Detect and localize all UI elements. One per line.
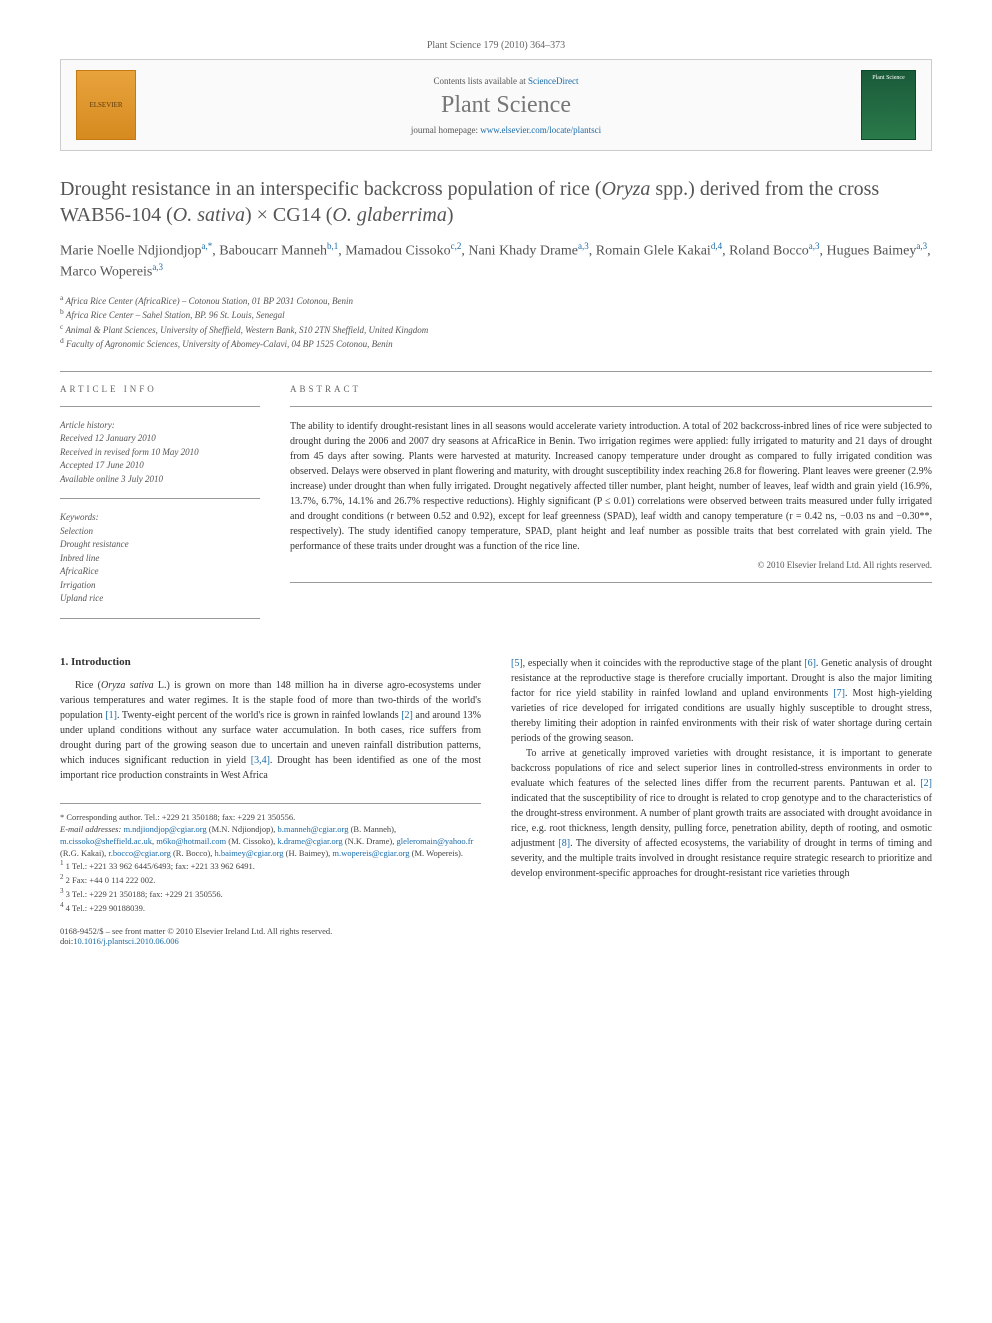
abstract-text: The ability to identify drought-resistan… <box>290 419 932 554</box>
contents-line: Contents lists available at ScienceDirec… <box>151 76 861 86</box>
divider <box>60 498 260 499</box>
history-label: Article history: <box>60 419 260 433</box>
author-list: Marie Noelle Ndjiondjopa,*, Baboucarr Ma… <box>60 240 932 283</box>
footer-note: 4 4 Tel.: +229 90188039. <box>60 901 481 915</box>
front-matter-line: 0168-9452/$ – see front matter © 2010 El… <box>60 926 481 936</box>
article-info-label: ARTICLE INFO <box>60 384 260 394</box>
divider <box>60 406 260 407</box>
keywords: Keywords: Selection Drought resistance I… <box>60 511 260 606</box>
footer-note: 2 2 Fax: +44 0 114 222 002. <box>60 873 481 887</box>
elsevier-logo: ELSEVIER <box>76 70 136 140</box>
divider <box>290 406 932 407</box>
body-col-right: [5], especially when it coincides with t… <box>511 656 932 946</box>
journal-name: Plant Science <box>151 92 861 119</box>
body-paragraph: Rice (Oryza sativa L.) is grown on more … <box>60 678 481 783</box>
doi-link[interactable]: 10.1016/j.plantsci.2010.06.006 <box>73 936 179 946</box>
affiliation: d Faculty of Agronomic Sciences, Univers… <box>60 336 932 351</box>
sciencedirect-link[interactable]: ScienceDirect <box>528 76 578 86</box>
body-columns: 1. Introduction Rice (Oryza sativa L.) i… <box>60 656 932 946</box>
body-col-left: 1. Introduction Rice (Oryza sativa L.) i… <box>60 656 481 946</box>
affiliation: b Africa Rice Center – Sahel Station, BP… <box>60 307 932 322</box>
footer-note: 1 1 Tel.: +221 33 962 6445/6493; fax: +2… <box>60 859 481 873</box>
keyword: Selection <box>60 525 260 539</box>
footer-notes: * Corresponding author. Tel.: +229 21 35… <box>60 803 481 914</box>
history-line: Received 12 January 2010 <box>60 432 260 446</box>
doi-block: 0168-9452/$ – see front matter © 2010 El… <box>60 926 481 946</box>
keyword: Upland rice <box>60 592 260 606</box>
body-paragraph: To arrive at genetically improved variet… <box>511 746 932 881</box>
running-header: Plant Science 179 (2010) 364–373 <box>60 40 932 51</box>
keywords-label: Keywords: <box>60 511 260 525</box>
affiliation: a Africa Rice Center (AfricaRice) – Coto… <box>60 293 932 308</box>
keyword: Inbred line <box>60 552 260 566</box>
journal-cover-thumb: Plant Science <box>861 70 916 140</box>
article-info-col: ARTICLE INFO Article history: Received 1… <box>60 384 260 631</box>
history-line: Received in revised form 10 May 2010 <box>60 446 260 460</box>
keyword: Irrigation <box>60 579 260 593</box>
keyword: Drought resistance <box>60 538 260 552</box>
affiliation: c Animal & Plant Sciences, University of… <box>60 322 932 337</box>
banner-center: Contents lists available at ScienceDirec… <box>151 76 861 135</box>
body-paragraph: [5], especially when it coincides with t… <box>511 656 932 746</box>
homepage-link[interactable]: www.elsevier.com/locate/plantsci <box>480 125 601 135</box>
info-abstract-row: ARTICLE INFO Article history: Received 1… <box>60 384 932 631</box>
divider <box>290 582 932 583</box>
abstract-col: ABSTRACT The ability to identify drought… <box>290 384 932 631</box>
divider <box>60 618 260 619</box>
section-heading: 1. Introduction <box>60 656 481 668</box>
emails-block: E-mail addresses: m.ndjiondjop@cgiar.org… <box>60 824 481 860</box>
doi-line: doi:10.1016/j.plantsci.2010.06.006 <box>60 936 481 946</box>
affiliations: a Africa Rice Center (AfricaRice) – Coto… <box>60 293 932 351</box>
homepage-line: journal homepage: www.elsevier.com/locat… <box>151 125 861 135</box>
article-title: Drought resistance in an interspecific b… <box>60 176 932 228</box>
copyright: © 2010 Elsevier Ireland Ltd. All rights … <box>290 560 932 570</box>
divider <box>60 371 932 372</box>
keyword: AfricaRice <box>60 565 260 579</box>
homepage-prefix: journal homepage: <box>411 125 480 135</box>
footer-note: 3 3 Tel.: +229 21 350188; fax: +229 21 3… <box>60 887 481 901</box>
journal-banner: ELSEVIER Contents lists available at Sci… <box>60 59 932 151</box>
abstract-label: ABSTRACT <box>290 384 932 394</box>
contents-prefix: Contents lists available at <box>434 76 528 86</box>
history-line: Accepted 17 June 2010 <box>60 459 260 473</box>
corresponding-note: * Corresponding author. Tel.: +229 21 35… <box>60 812 481 824</box>
article-history: Article history: Received 12 January 201… <box>60 419 260 487</box>
history-line: Available online 3 July 2010 <box>60 473 260 487</box>
